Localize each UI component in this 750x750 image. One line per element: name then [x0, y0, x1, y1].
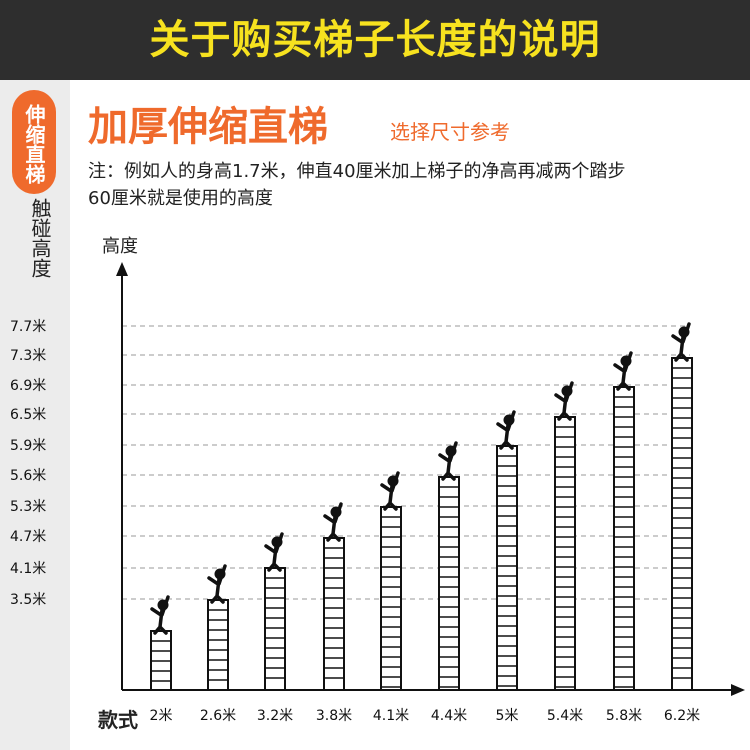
x-tick-label: 4.4米 [431, 708, 467, 724]
sidebar: 伸缩直梯 触碰高度 [0, 80, 70, 750]
ladder-bar [380, 506, 402, 691]
person-body [554, 381, 574, 421]
ladder-bar [613, 386, 635, 691]
page-subtitle: 选择尺寸参考 [390, 120, 510, 144]
ladder-bar [207, 599, 229, 691]
y-tick-label: 5.6米 [10, 468, 46, 484]
x-tick-label: 5.4米 [547, 708, 583, 724]
x-tick-label: 3.8米 [316, 708, 352, 724]
person-body [150, 595, 170, 635]
page-title: 加厚伸缩直梯 [88, 104, 328, 150]
person-body [496, 410, 516, 450]
x-tick-label: 2.6米 [200, 708, 236, 724]
y-tick-label: 6.5米 [10, 407, 46, 423]
ladder-bar [671, 357, 693, 691]
x-axis-label: 款式 [98, 708, 138, 732]
y-axis-label: 高度 [102, 236, 138, 257]
banner-title: 关于购买梯子长度的说明 [0, 0, 750, 80]
ladder-bar [496, 445, 518, 691]
x-tick-label: 5米 [496, 708, 519, 724]
person-body [613, 351, 633, 391]
x-tick-label: 4.1米 [373, 708, 409, 724]
person-body [323, 502, 343, 542]
x-axis-arrow [731, 684, 745, 696]
y-tick-label: 3.5米 [10, 592, 46, 608]
note-text: 注：例如人的身高1.7米，伸直40厘米加上梯子的净高再减两个踏步60厘米就是使用… [88, 161, 626, 209]
y-tick-label: 6.9米 [10, 378, 46, 394]
ladder-bar [264, 567, 286, 691]
ladder-bar [554, 416, 576, 691]
x-tick-label: 5.8米 [606, 708, 642, 724]
y-axis-arrow [116, 262, 128, 276]
person-body [438, 441, 458, 481]
sidebar-text: 触碰高度 [28, 198, 52, 278]
sidebar-pill-label: 伸缩直梯 [12, 90, 56, 194]
ladder-bar [438, 476, 460, 691]
y-tick-label: 5.3米 [10, 499, 46, 515]
y-tick-label: 4.1米 [10, 561, 46, 577]
person-body [207, 564, 227, 604]
y-tick-label: 4.7米 [10, 529, 46, 545]
person-body [264, 532, 284, 572]
y-tick-label: 7.3米 [10, 348, 46, 364]
person-body [671, 322, 691, 362]
x-tick-label: 3.2米 [257, 708, 293, 724]
x-tick-label: 2米 [150, 708, 173, 724]
person-body [380, 471, 400, 511]
y-tick-label: 7.7米 [10, 319, 46, 335]
ladder-bar [323, 537, 345, 691]
x-tick-label: 6.2米 [664, 708, 700, 724]
y-tick-label: 5.9米 [10, 438, 46, 454]
